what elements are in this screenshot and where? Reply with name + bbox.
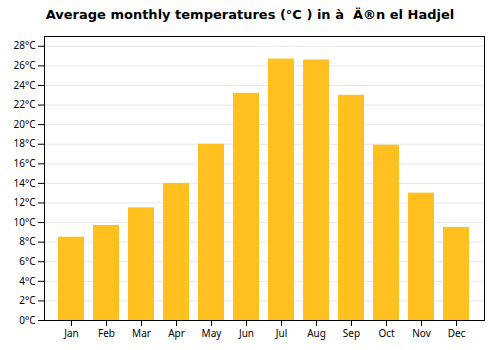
html-text:Average monthly temperatures (: Average monthly temperatures (°C ) in à … (45, 7, 455, 22)
svg-text:Oct: Oct (378, 326, 395, 340)
svg-text:8°C: 8°C (19, 234, 36, 248)
svg-text:14°C: 14°C (13, 176, 36, 190)
svg-text:Nov: Nov (412, 326, 431, 340)
svg-text:4°C: 4°C (19, 274, 36, 288)
svg-text:12°C: 12°C (13, 195, 36, 209)
svg-text:10°C: 10°C (13, 215, 36, 229)
svg-text:Sep: Sep (343, 326, 360, 340)
svg-text:Feb: Feb (98, 326, 115, 340)
svg-text:22°C: 22°C (13, 97, 36, 111)
svg-text:28°C: 28°C (13, 38, 36, 52)
svg-text:Dec: Dec (448, 326, 466, 340)
svg-text:6°C: 6°C (19, 254, 36, 268)
svg-text:Jun: Jun (238, 326, 254, 340)
svg-text:26°C: 26°C (13, 58, 36, 72)
svg-text:May: May (202, 326, 223, 340)
svg-text:2°C: 2°C (19, 293, 36, 307)
svg-text:24°C: 24°C (13, 78, 36, 92)
svg-text:18°C: 18°C (13, 136, 36, 150)
svg-text:Apr: Apr (168, 326, 185, 340)
svg-text:Jan: Jan (63, 326, 79, 340)
svg-text:Mar: Mar (132, 326, 151, 340)
svg-text:Aug: Aug (307, 326, 326, 340)
svg-text:Jul: Jul (275, 326, 288, 340)
svg-text:0°C: 0°C (19, 313, 36, 327)
svg-text:20°C: 20°C (13, 117, 36, 131)
svg-text:16°C: 16°C (13, 156, 36, 170)
